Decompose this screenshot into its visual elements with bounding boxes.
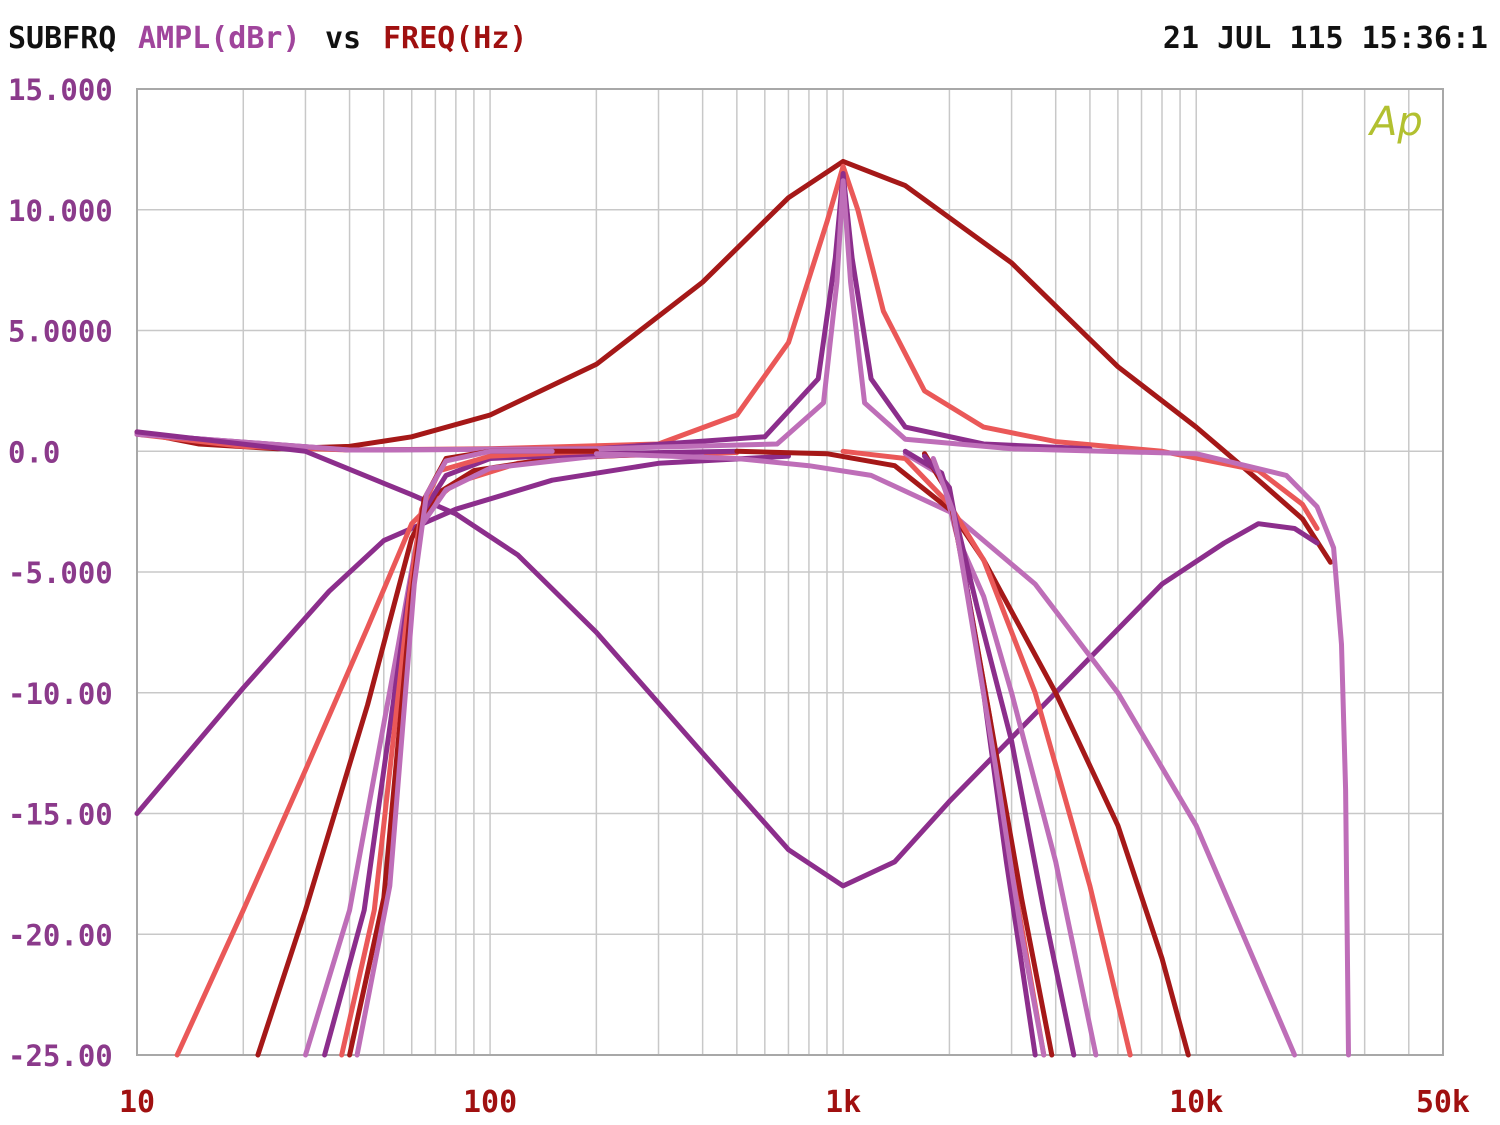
header-y-label: AMPL(dBr) bbox=[138, 21, 301, 56]
response-curve-14 bbox=[593, 451, 1298, 1058]
y-tick-label: 15.000 bbox=[8, 73, 113, 107]
x-tick-label: 1k bbox=[825, 1085, 861, 1120]
x-tick-label: 10 bbox=[119, 1085, 155, 1120]
response-curve-5 bbox=[134, 429, 1320, 889]
response-curve-9 bbox=[303, 450, 706, 1058]
plot-border bbox=[136, 88, 1444, 1056]
y-axis-tick-labels: 15.000 10.000 5.0000 0.0 -5.000 -10.00 -15.00 -… bbox=[8, 73, 113, 1073]
y-tick-label: 0.0 bbox=[8, 435, 60, 469]
header-x-label: FREQ(Hz) bbox=[383, 21, 528, 56]
y-tick-label: -20.00 bbox=[8, 918, 113, 952]
response-curve-4 bbox=[134, 178, 1351, 1058]
response-curve-13 bbox=[354, 448, 555, 1058]
y-tick-label: 10.000 bbox=[8, 194, 113, 228]
y-tick-label: 5.0000 bbox=[8, 315, 113, 349]
plot-series bbox=[134, 158, 1351, 1058]
response-curve-16 bbox=[840, 448, 1133, 1058]
plot-grid bbox=[136, 88, 1444, 1056]
y-tick-label: -25.00 bbox=[8, 1039, 113, 1073]
x-tick-label: 10k bbox=[1169, 1085, 1223, 1120]
ap-logo: Ap bbox=[1367, 99, 1423, 145]
x-tick-label: 50k bbox=[1416, 1085, 1470, 1120]
header-sweep-name: SUBFRQ bbox=[8, 21, 116, 56]
x-tick-label: 100 bbox=[463, 1085, 517, 1120]
y-tick-label: -15.00 bbox=[8, 798, 113, 832]
response-curve-22 bbox=[930, 456, 1047, 1058]
header-timestamp: 21 JUL 115 15:36:1 bbox=[1163, 21, 1488, 56]
x-axis-tick-labels: 10 100 1k 10k 50k bbox=[119, 1085, 1470, 1120]
y-tick-label: -5.000 bbox=[8, 556, 113, 590]
response-curve-18 bbox=[902, 448, 1077, 1058]
header-vs: vs bbox=[325, 21, 361, 56]
y-tick-label: -10.00 bbox=[8, 677, 113, 711]
